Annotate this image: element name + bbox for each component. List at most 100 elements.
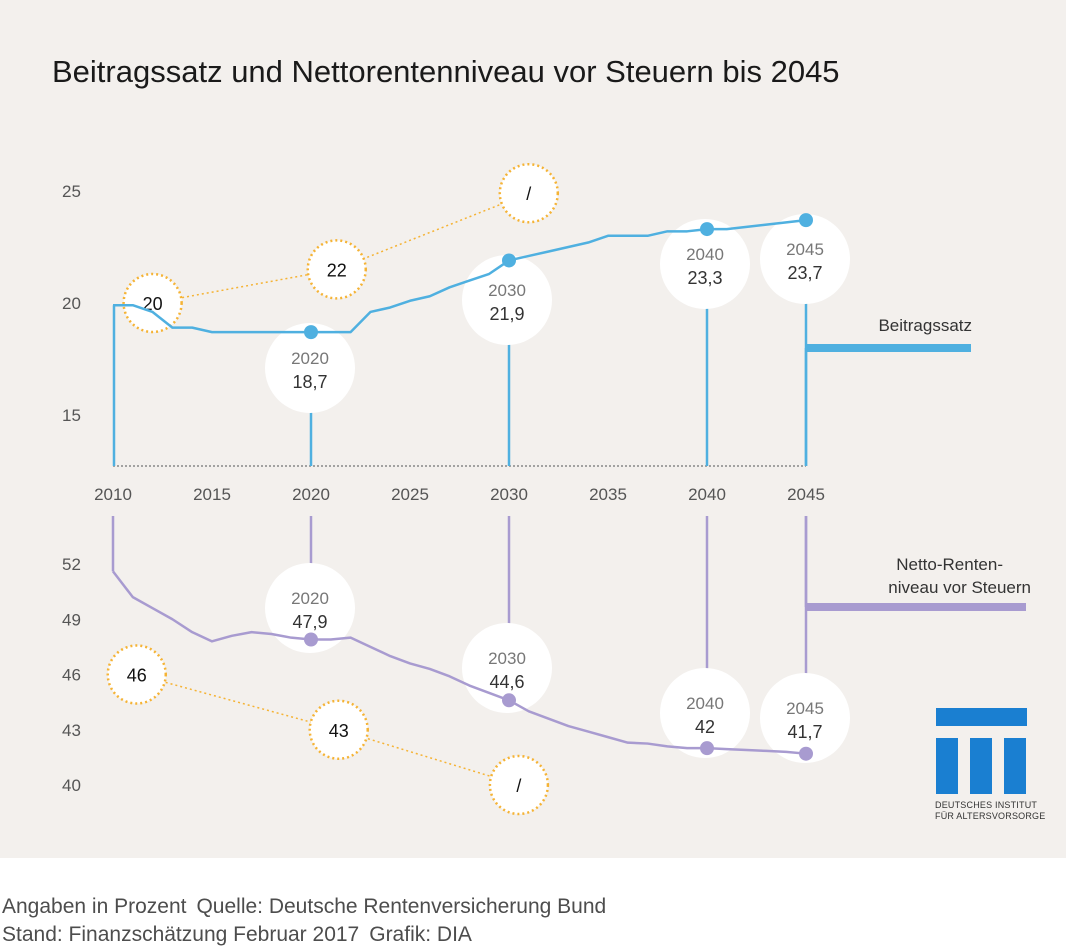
beitragssatz-bubble-circle: [265, 323, 355, 413]
beitragssatz-target-circle: [498, 162, 560, 224]
rentenniveau-bubble-value: 47,9: [292, 612, 327, 632]
beitragssatz-target-2: /: [498, 162, 560, 224]
beitragssatz-target-circle: [122, 272, 183, 334]
beitragssatz-bubble-year: 2045: [786, 240, 824, 259]
footer-line-2: Stand: Finanzschätzung Februar 2017 Grafi…: [2, 923, 482, 947]
rentenniveau-point-2040: [700, 741, 714, 756]
beitragssatz-bubble-2045: 2045 23,7: [760, 214, 850, 304]
chart-panel: [0, 0, 1066, 858]
rentenniveau-target-0: 46: [106, 644, 168, 705]
rentenniveau-target-circle: [106, 644, 168, 705]
rentenniveau-target-1: 43: [308, 699, 369, 760]
rentenniveau-target-label: 43: [329, 721, 349, 741]
legend-swatch-rentenniveau: [806, 603, 1026, 611]
beitragssatz-target-label: 22: [327, 260, 347, 280]
rentenniveau-target-label: /: [516, 776, 521, 796]
x-tick-label: 2030: [490, 485, 528, 504]
logo-bar-top: [936, 708, 1027, 726]
beitragssatz-bubble-year: 2030: [488, 281, 526, 300]
legend-label-beitragssatz: Beitragssatz: [878, 316, 972, 335]
bottom-y-axis: 52 49 46 43 40: [62, 555, 81, 795]
bottom-y-tick-label: 49: [62, 610, 81, 629]
rentenniveau-point-2030: [502, 693, 516, 708]
beitragssatz-bubble-year: 2020: [291, 349, 329, 368]
beitragssatz-bubble-circle: [660, 219, 750, 309]
bottom-y-tick-label: 52: [62, 555, 81, 574]
x-tick-label: 2045: [787, 485, 825, 504]
beitragssatz-target-0: 20: [122, 272, 183, 334]
rentenniveau-target-connector: [136, 673, 520, 786]
beitragssatz-target-1: 22: [306, 239, 367, 300]
legend-label-rentenniveau-line1: Netto-Renten-: [896, 555, 1003, 574]
top-y-axis: 25 20 15: [62, 182, 81, 425]
rentenniveau-bubble-year: 2040: [686, 694, 724, 713]
beitragssatz-target-circle: [306, 239, 367, 300]
beitragssatz-bubble-value: 23,3: [687, 268, 722, 288]
footer-status: Stand: Finanzschätzung Februar 2017: [2, 923, 360, 946]
beitragssatz-bubble-2040: 2040 23,3: [660, 219, 750, 309]
x-tick-label: 2035: [589, 485, 627, 504]
series-rentenniveau: 2020 47,9 2030 44,6 2040 42 2045 41,7 46 43 /: [106, 563, 850, 816]
chart-svg: Beitragssatz und Nettorentenniveau vor S…: [52, 54, 1045, 821]
rentenniveau-line: [112, 570, 807, 755]
beitragssatz-point-2045: [799, 213, 813, 228]
rentenniveau-target-label: 46: [127, 666, 147, 686]
top-y-tick-label: 20: [62, 294, 81, 313]
beitragssatz-bubble-year: 2040: [686, 245, 724, 264]
bottom-y-tick-label: 46: [62, 666, 81, 685]
rentenniveau-bubble-circle: [760, 673, 850, 763]
beitragssatz-target-label: /: [526, 184, 531, 204]
x-axis: 2010 2015 2020 2025 2030 2035 2040 2045: [94, 465, 825, 504]
rentenniveau-point-2045: [799, 746, 813, 761]
legend-label-rentenniveau-line2: niveau vor Steuern: [888, 578, 1031, 597]
footer-line-1: Angaben in Prozent Quelle: Deutsche Rente…: [2, 895, 616, 919]
x-tick-label: 2040: [688, 485, 726, 504]
rentenniveau-bubble-value: 42: [695, 717, 715, 737]
logo-bar-right: [1004, 738, 1026, 794]
beitragssatz-bubble-circle: [760, 214, 850, 304]
top-y-tick-label: 25: [62, 182, 81, 201]
beitragssatz-bubble-circle: [462, 255, 552, 345]
beitragssatz-bubble-value: 21,9: [489, 304, 524, 324]
rentenniveau-bubble-year: 2020: [291, 589, 329, 608]
rentenniveau-bubble-circle: [265, 563, 355, 653]
bottom-y-tick-label: 43: [62, 721, 81, 740]
beitragssatz-bubble-2020: 2020 18,7: [265, 323, 355, 413]
rentenniveau-bubble-value: 41,7: [787, 722, 822, 742]
rentenniveau-target-2: /: [488, 754, 550, 816]
beitragssatz-point-2020: [304, 325, 318, 340]
rentenniveau-bubble-2045: 2045 41,7: [760, 673, 850, 763]
beitragssatz-bubble-value: 18,7: [292, 372, 327, 392]
legend: Beitragssatz Netto-Renten- niveau vor St…: [806, 316, 1031, 611]
x-tick-label: 2025: [391, 485, 429, 504]
rentenniveau-bubble-year: 2045: [786, 699, 824, 718]
series-beitragssatz: 2020 18,7 2030 21,9 2040 23,3 2045 23,7 20 22 /: [113, 162, 850, 413]
chart-title: Beitragssatz und Nettorentenniveau vor S…: [52, 54, 840, 89]
rentenniveau-point-2020: [304, 632, 318, 647]
rentenniveau-bubble-year: 2030: [488, 649, 526, 668]
logo-text-line2: FÜR ALTERSVORSORGE: [935, 811, 1045, 821]
x-tick-label: 2020: [292, 485, 330, 504]
x-tick-label: 2010: [94, 485, 132, 504]
rentenniveau-target-circle: [488, 754, 550, 816]
bottom-y-tick-label: 40: [62, 776, 81, 795]
legend-swatch-beitragssatz: [806, 344, 971, 352]
logo-bar-left: [936, 738, 958, 794]
x-tick-label: 2015: [193, 485, 231, 504]
logo-bar-middle: [970, 738, 992, 794]
rentenniveau-bubble-2040: 2040 42: [660, 668, 750, 758]
rentenniveau-bubble-value: 44,6: [489, 672, 524, 692]
footer-source: Quelle: Deutsche Rentenversicherung Bund: [196, 895, 607, 918]
beitragssatz-line: [113, 218, 807, 334]
beitragssatz-point-2040: [700, 222, 714, 237]
rentenniveau-bubble-circle: [660, 668, 750, 758]
beitragssatz-point-2030: [502, 253, 516, 268]
top-y-tick-label: 15: [62, 406, 81, 425]
rentenniveau-target-circle: [308, 699, 369, 760]
beitragssatz-bubble-2030: 2030 21,9: [462, 255, 552, 345]
rentenniveau-bubble-2020: 2020 47,9: [265, 563, 355, 653]
logo-text-line1: DEUTSCHES INSTITUT: [935, 800, 1037, 810]
dia-logo: DEUTSCHES INSTITUT FÜR ALTERSVORSORGE: [935, 708, 1045, 821]
beitragssatz-bubble-value: 23,7: [787, 263, 822, 283]
